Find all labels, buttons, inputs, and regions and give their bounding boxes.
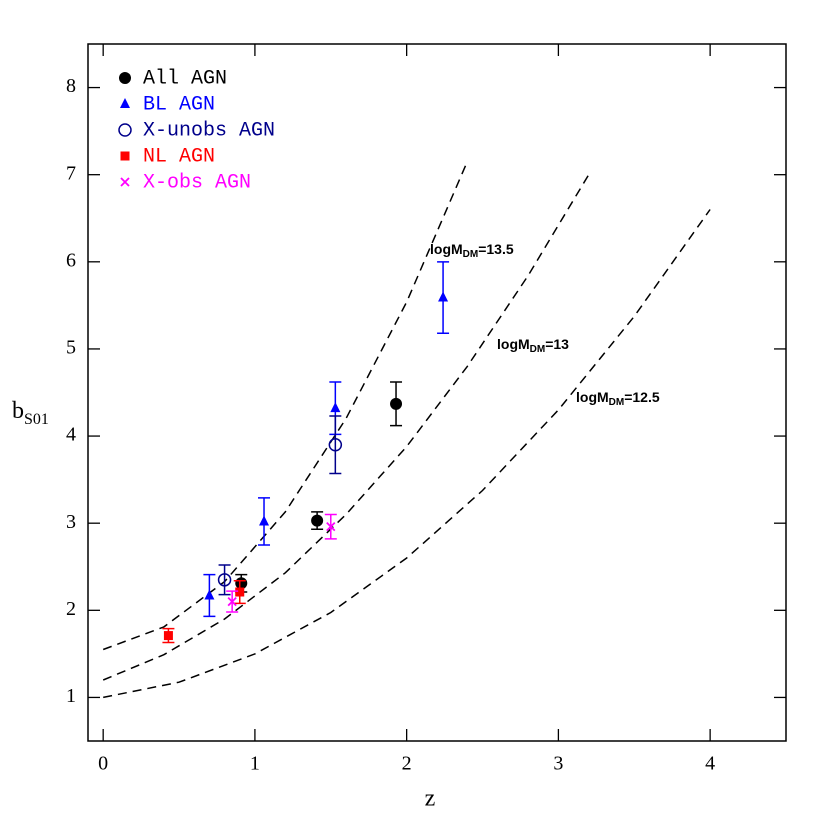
legend-marker [120,151,130,161]
point [235,577,248,590]
y-tick-label: 7 [66,162,76,184]
x-tick-label: 2 [402,753,412,775]
curve-label-sub: DM [463,249,479,260]
curve-label-suffix: =12.5 [624,389,660,405]
curve-label-main: logM [576,389,609,405]
curve-label-main: logM [497,336,530,352]
legend-label: X-unobs AGN [143,119,275,142]
legend-marker [120,98,130,108]
x-tick-label: 1 [250,753,260,775]
y-axis-label-sub: S01 [24,411,49,428]
plot-frame [87,43,787,742]
curve-label-sub: DM [530,344,546,355]
point [259,515,270,526]
y-tick-label: 5 [66,337,76,359]
point [438,291,449,302]
curve-label-main: logM [430,241,463,257]
curve-label-suffix: =13.5 [478,241,514,257]
curve-label: logMDM=13 [497,336,569,355]
error-bar [329,415,342,475]
point [227,596,237,607]
x-axis-label: z [425,786,436,812]
legend-label: NL AGN [143,145,215,168]
error-bar [218,564,231,596]
point [390,397,403,410]
curve-label-suffix: =13 [545,336,569,352]
point [326,522,336,532]
curve-label: logMDM=12.5 [576,389,660,408]
x-tick-label: 3 [553,753,563,775]
model-curve [103,209,711,699]
point [235,587,245,597]
y-tick-label: 1 [66,685,76,707]
point [328,438,343,452]
point [217,573,232,587]
legend-marker [119,72,131,84]
curve-label: logMDM=13.5 [430,241,514,260]
point [330,402,341,413]
y-axis-label: bS01 [12,398,49,428]
legend-label: All AGN [143,67,227,90]
point [163,631,173,641]
legend-label: X-obs AGN [143,171,251,194]
point [204,589,215,600]
y-tick-label: 4 [66,424,76,446]
model-curve [102,161,468,651]
legend-marker [118,123,132,137]
point [311,514,324,527]
curve-label-sub: DM [609,397,625,408]
model-curve [102,174,590,681]
y-tick-label: 3 [66,511,76,533]
y-axis-label-main: b [12,398,24,424]
y-tick-label: 2 [66,598,76,620]
x-tick-label: 4 [705,753,715,775]
legend-label: BL AGN [143,93,215,116]
y-tick-label: 6 [66,249,76,271]
y-tick-label: 8 [66,75,76,97]
x-tick-label: 0 [98,753,108,775]
legend-marker [120,177,130,187]
